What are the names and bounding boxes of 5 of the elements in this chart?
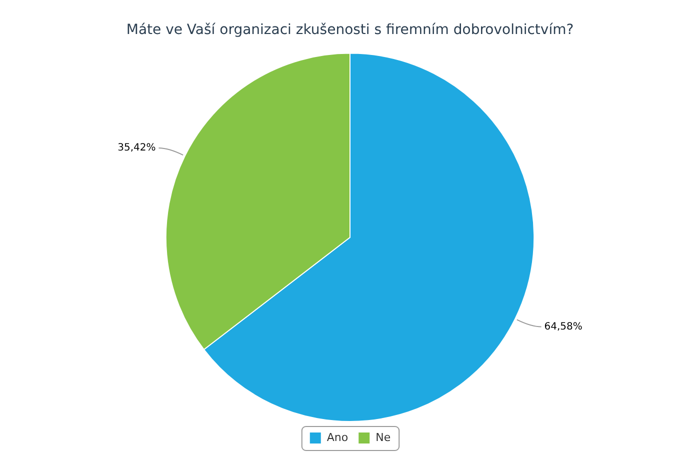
data-label: 64,58%	[544, 321, 582, 332]
chart-title: Máte ve Vaší organizaci zkušenosti s firemním dobrovolnictvím?	[126, 22, 574, 38]
legend-label: Ne	[376, 430, 391, 444]
data-label: 35,42%	[118, 142, 156, 154]
legend-label: Ano	[326, 430, 348, 444]
